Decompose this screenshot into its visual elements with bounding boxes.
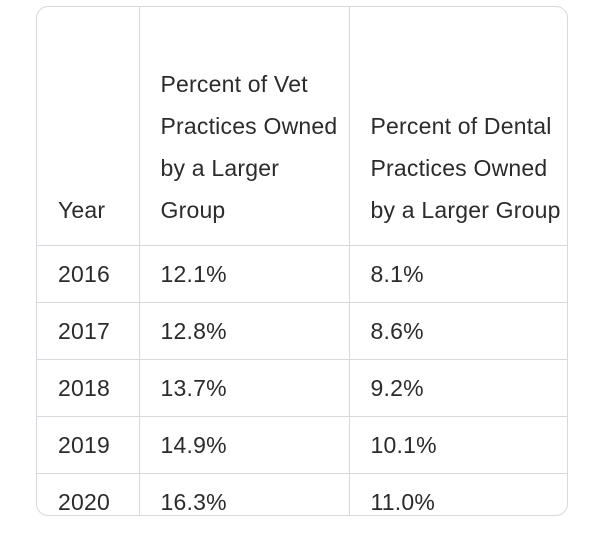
header-vet-percent: Percent of Vet Practices Owned by a Larg… [139, 7, 350, 246]
cell-year: 2016 [37, 245, 140, 303]
cell-vet-percent: 14.9% [139, 416, 350, 474]
header-dental-percent: Percent of Dental Practices Owned by a L… [349, 7, 567, 246]
cell-dental-percent: 9.2% [349, 359, 567, 417]
cell-vet-percent: 13.7% [139, 359, 350, 417]
cell-vet-percent: 12.1% [139, 245, 350, 303]
table-row: 2017 12.8% 8.6% [37, 302, 567, 360]
cell-dental-percent: 11.0% [370, 488, 436, 515]
table-row: 2016 12.1% 8.1% [37, 245, 567, 303]
cell-year: 2019 [37, 416, 140, 474]
table-row: 2020 16.3% 11.0% [37, 473, 567, 515]
table-row: 2018 13.7% 9.2% [37, 359, 567, 417]
data-table-container: Year Percent of Vet Practices Owned by a… [36, 6, 568, 516]
cell-year: 2017 [37, 302, 140, 360]
cell-dental-percent: 8.1% [349, 245, 567, 303]
cell-dental-percent: 8.6% [349, 302, 567, 360]
cell-vet-percent: 12.8% [139, 302, 350, 360]
cell-vet-percent: 16.3% [139, 473, 350, 515]
cell-year: 2018 [37, 359, 140, 417]
header-row: Year Percent of Vet Practices Owned by a… [37, 7, 567, 246]
cell-year: 2020 [37, 473, 140, 515]
table-row: 2019 14.9% 10.1% [37, 416, 567, 474]
cell-dental-percent: 10.1% [349, 416, 567, 474]
header-year: Year [37, 7, 140, 246]
ownership-table: Year Percent of Vet Practices Owned by a… [37, 7, 567, 515]
